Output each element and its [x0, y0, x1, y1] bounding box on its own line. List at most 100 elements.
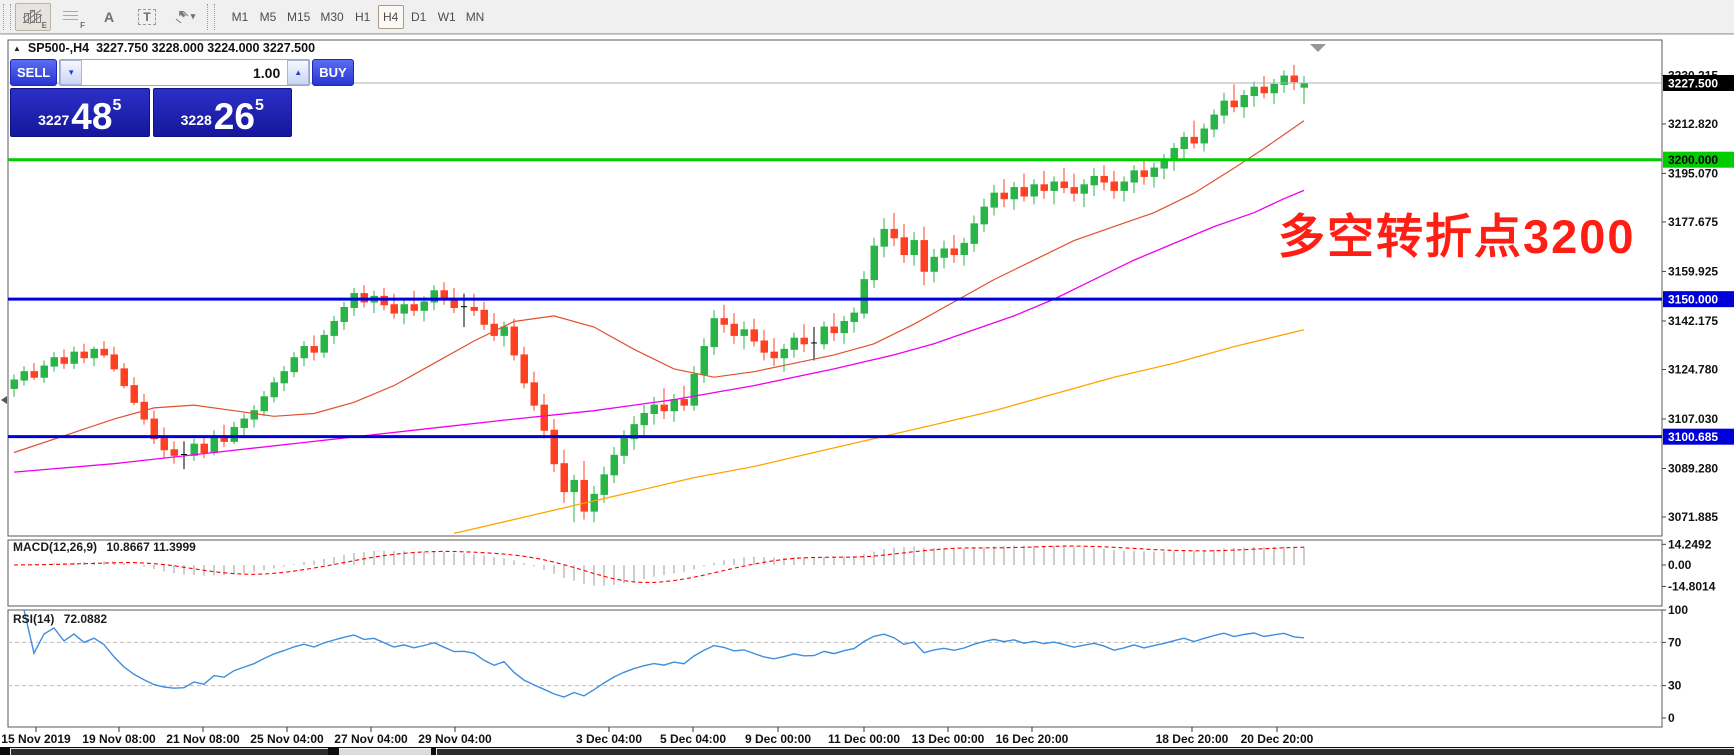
toolbar: E F A T ▾: [0, 0, 1734, 34]
grid-glyph: [63, 10, 78, 20]
svg-text:70: 70: [1668, 635, 1682, 649]
volume-increase-button[interactable]: ▲: [287, 60, 310, 85]
volume-spinner: ▼ ▲: [59, 59, 311, 86]
timeframe-m30[interactable]: M30: [316, 5, 347, 29]
collapse-panel-icon[interactable]: ▲: [13, 43, 21, 53]
text-box-icon[interactable]: T: [129, 3, 165, 31]
bottom-panel-segment: [10, 748, 328, 755]
sell-price-sup: 5: [112, 97, 122, 114]
svg-text:0.00: 0.00: [1668, 558, 1692, 572]
timeframe-m1[interactable]: M1: [227, 5, 253, 29]
svg-text:3227.500: 3227.500: [1668, 77, 1718, 91]
rsi-panel: 100 70 30 0: [8, 603, 1688, 725]
svg-text:3124.780: 3124.780: [1668, 362, 1718, 376]
toolbar-grip[interactable]: [207, 3, 215, 30]
macd-label: MACD(12,26,9) 10.8667 11.3999: [13, 540, 196, 554]
svg-text:3200.000: 3200.000: [1668, 153, 1718, 167]
one-click-trading-panel: SELL ▼ ▲ BUY 3227 48 5 3228 26 5: [10, 59, 354, 137]
volume-input[interactable]: [82, 60, 288, 85]
svg-text:18 Dec 20:00: 18 Dec 20:00: [1156, 732, 1229, 746]
chart-annotation-text: 多空转折点3200: [1278, 210, 1636, 263]
icon-sub-label: F: [80, 20, 85, 30]
svg-text:30: 30: [1668, 679, 1682, 693]
buy-price-box[interactable]: 3228 26 5: [152, 88, 292, 137]
icon-letter: A: [103, 8, 115, 25]
timeframe-d1[interactable]: D1: [406, 5, 432, 29]
svg-text:27 Nov 04:00: 27 Nov 04:00: [334, 732, 408, 746]
svg-text:16 Dec 20:00: 16 Dec 20:00: [996, 732, 1069, 746]
svg-text:3177.675: 3177.675: [1668, 215, 1718, 229]
ohlc-values: 3227.750 3228.000 3224.000 3227.500: [96, 41, 316, 55]
arrows-glyph: [175, 10, 189, 23]
svg-text:9 Dec 00:00: 9 Dec 00:00: [745, 732, 811, 746]
bottom-panel-segment: [436, 748, 1734, 755]
chart-expert-icon[interactable]: E: [15, 2, 51, 31]
time-axis[interactable]: 15 Nov 2019 19 Nov 08:00 21 Nov 08:00 25 No…: [1, 727, 1314, 746]
buy-button[interactable]: BUY: [312, 59, 354, 86]
svg-text:3071.885: 3071.885: [1668, 510, 1718, 524]
buy-price-sup: 5: [254, 97, 264, 114]
volume-decrease-button[interactable]: ▼: [60, 60, 83, 85]
macd-name: MACD(12,26,9): [13, 540, 98, 554]
buy-price-prefix: 3228: [180, 112, 212, 128]
timeframe-m5[interactable]: M5: [255, 5, 281, 29]
svg-text:0: 0: [1668, 711, 1675, 725]
grid-icon[interactable]: F: [53, 3, 89, 31]
svg-text:19 Nov 08:00: 19 Nov 08:00: [82, 732, 156, 746]
macd-values: 10.8667 11.3999: [106, 540, 196, 554]
icon-sub-label: E: [41, 20, 47, 30]
trade-prices-row: 3227 48 5 3228 26 5: [10, 88, 292, 137]
svg-text:20 Dec 20:00: 20 Dec 20:00: [1241, 732, 1314, 746]
sell-price-big: 48: [71, 95, 113, 137]
svg-text:3150.000: 3150.000: [1668, 293, 1718, 307]
timeframe-group: M1 M5 M15 M30 H1 H4 D1 W1 MN: [226, 4, 489, 29]
sell-button[interactable]: SELL: [10, 59, 58, 86]
candles-glyph: [23, 9, 43, 24]
rsi-name: RSI(14): [13, 612, 55, 626]
svg-text:21 Nov 08:00: 21 Nov 08:00: [166, 732, 240, 746]
ma-slow-orange: [453, 329, 1305, 535]
timeframe-h1[interactable]: H1: [350, 5, 376, 29]
trade-controls-row: SELL ▼ ▲ BUY: [10, 59, 354, 86]
svg-text:3100.685: 3100.685: [1668, 430, 1718, 444]
svg-text:-14.8014: -14.8014: [1668, 579, 1716, 593]
svg-text:100: 100: [1668, 603, 1688, 617]
svg-text:3212.820: 3212.820: [1668, 117, 1718, 131]
svg-text:3159.925: 3159.925: [1668, 264, 1718, 278]
svg-text:3107.030: 3107.030: [1668, 412, 1718, 426]
toolbar-grip[interactable]: [3, 3, 11, 30]
svg-text:13 Dec 00:00: 13 Dec 00:00: [912, 732, 985, 746]
timeframe-h4[interactable]: H4: [377, 4, 404, 29]
svg-text:25 Nov 04:00: 25 Nov 04:00: [250, 732, 324, 746]
chevron-down-icon: ▾: [190, 11, 196, 21]
rsi-value: 72.0882: [63, 612, 108, 626]
bottom-panel-segment: [339, 748, 431, 755]
ma-mid-magenta: [13, 189, 1305, 473]
panel-frames: [0, 33, 1734, 728]
arrows-dropdown-icon[interactable]: ▾: [167, 3, 203, 31]
text-a-icon[interactable]: A: [91, 3, 127, 31]
svg-text:3195.070: 3195.070: [1668, 166, 1718, 180]
buy-price-big: 26: [213, 95, 255, 137]
macd-panel: 14.2492 0.00 -14.8014: [13, 537, 1716, 593]
sell-price-box[interactable]: 3227 48 5: [10, 88, 150, 137]
svg-text:3142.175: 3142.175: [1668, 314, 1718, 328]
timeframe-m15[interactable]: M15: [283, 5, 314, 29]
svg-text:5 Dec 04:00: 5 Dec 04:00: [660, 732, 726, 746]
timeframe-w1[interactable]: W1: [434, 5, 460, 29]
icon-letter: T: [138, 8, 156, 25]
timeframe-mn[interactable]: MN: [462, 5, 489, 29]
svg-text:3089.280: 3089.280: [1668, 461, 1718, 475]
svg-text:15 Nov 2019: 15 Nov 2019: [1, 732, 71, 746]
chart-shift-marker: [1310, 44, 1326, 52]
svg-text:11 Dec 00:00: 11 Dec 00:00: [828, 732, 900, 746]
rsi-label: RSI(14) 72.0882: [13, 612, 107, 626]
bottom-panel-edge: [0, 747, 1734, 755]
ma-fast-red: [13, 120, 1305, 454]
symbol-period-label: SP500-,H4: [27, 41, 90, 55]
svg-text:14.2492: 14.2492: [1668, 537, 1712, 551]
price-badges: 3227.500 3200.000 3150.000 3100.685: [1663, 75, 1734, 445]
svg-text:3 Dec 04:00: 3 Dec 04:00: [576, 732, 642, 746]
